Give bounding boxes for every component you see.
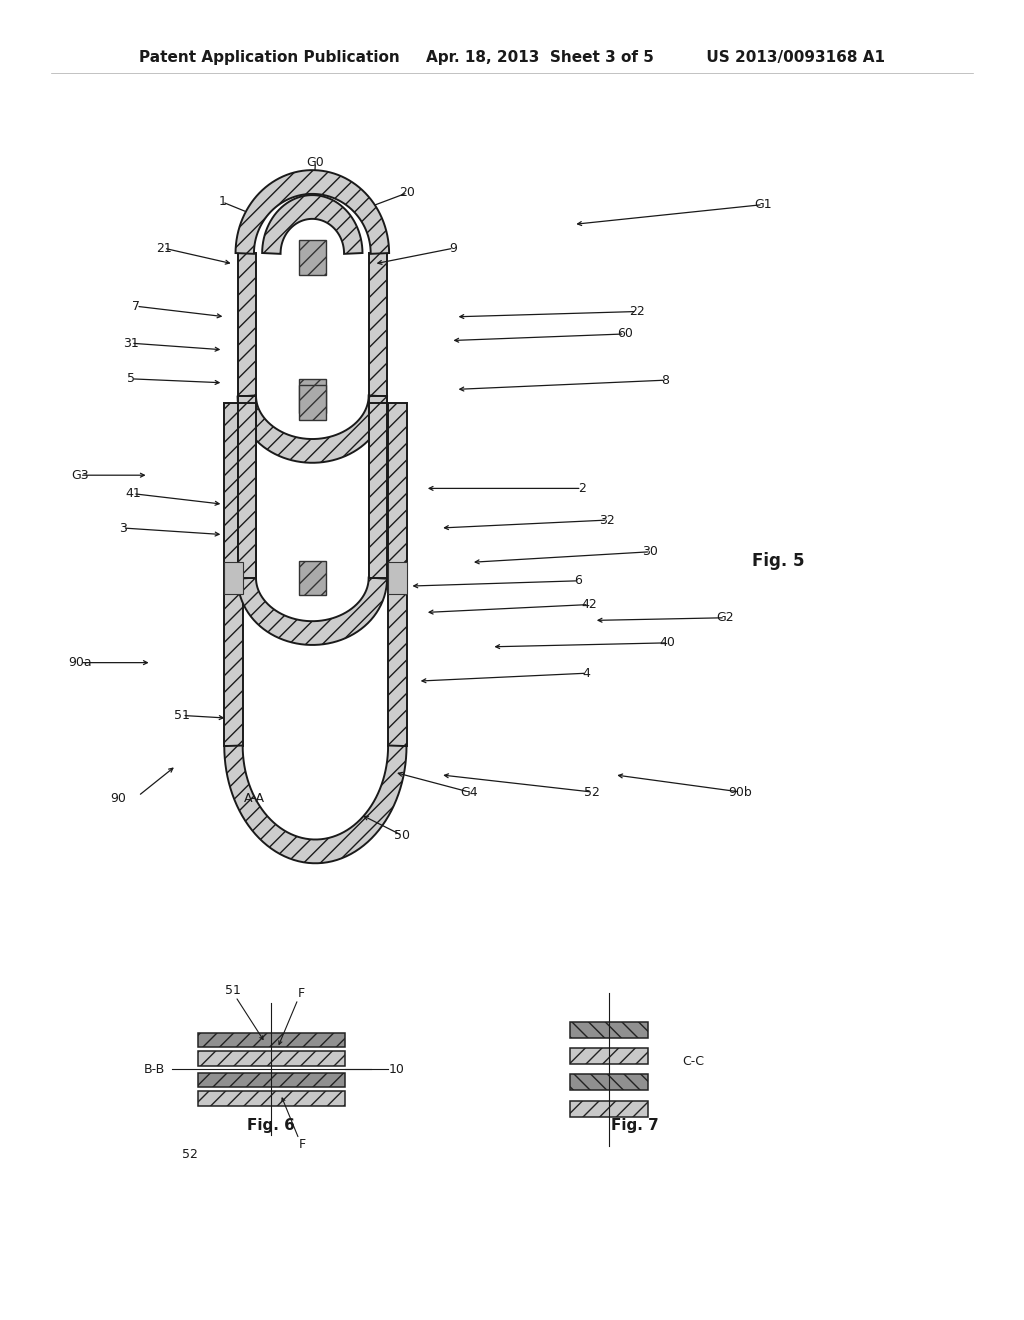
- Bar: [299, 385, 326, 420]
- Text: 90a: 90a: [68, 656, 92, 669]
- Text: G0: G0: [306, 156, 325, 169]
- Polygon shape: [238, 396, 256, 578]
- Text: 4: 4: [583, 667, 591, 680]
- Text: 32: 32: [599, 513, 615, 527]
- Text: 50: 50: [394, 829, 411, 842]
- Text: 9: 9: [450, 242, 458, 255]
- Text: 90: 90: [110, 792, 126, 805]
- Polygon shape: [369, 253, 387, 396]
- Polygon shape: [224, 403, 243, 746]
- Text: G3: G3: [71, 469, 89, 482]
- Text: 40: 40: [659, 636, 676, 649]
- Bar: [198, 1051, 345, 1067]
- Bar: [570, 1074, 648, 1090]
- Bar: [224, 562, 243, 594]
- Text: G4: G4: [460, 785, 478, 799]
- Text: Fig. 6: Fig. 6: [248, 1118, 295, 1134]
- Text: 31: 31: [123, 337, 139, 350]
- Text: 20: 20: [399, 186, 416, 199]
- Text: 41: 41: [125, 487, 141, 500]
- Text: F: F: [299, 1138, 305, 1151]
- Text: 3: 3: [119, 521, 127, 535]
- Text: 21: 21: [156, 242, 172, 255]
- Polygon shape: [238, 578, 387, 645]
- Bar: [570, 1022, 648, 1038]
- Text: G2: G2: [716, 611, 734, 624]
- Polygon shape: [388, 403, 407, 746]
- Bar: [198, 1090, 345, 1106]
- Text: 60: 60: [616, 327, 633, 341]
- Polygon shape: [236, 170, 389, 253]
- Text: 52: 52: [584, 785, 600, 799]
- Polygon shape: [369, 396, 387, 578]
- Text: C-C: C-C: [682, 1055, 705, 1068]
- Polygon shape: [262, 195, 362, 253]
- Bar: [570, 1048, 648, 1064]
- Polygon shape: [224, 746, 407, 863]
- Bar: [198, 1032, 345, 1048]
- Text: Patent Application Publication     Apr. 18, 2013  Sheet 3 of 5          US 2013/: Patent Application Publication Apr. 18, …: [139, 50, 885, 65]
- Text: G1: G1: [754, 198, 772, 211]
- Text: Fig. 7: Fig. 7: [611, 1118, 658, 1134]
- Text: F: F: [298, 987, 304, 1001]
- Bar: [299, 561, 326, 595]
- Text: 22: 22: [629, 305, 645, 318]
- Text: Fig. 5: Fig. 5: [752, 552, 805, 570]
- Text: 51: 51: [224, 983, 241, 997]
- Text: 5: 5: [127, 372, 135, 385]
- Text: 7: 7: [132, 300, 140, 313]
- Bar: [198, 1072, 345, 1088]
- Text: 90b: 90b: [728, 785, 753, 799]
- Polygon shape: [369, 403, 387, 578]
- Polygon shape: [238, 403, 256, 578]
- Text: 10: 10: [388, 1063, 404, 1076]
- Text: B-B: B-B: [144, 1063, 165, 1076]
- Bar: [570, 1101, 648, 1117]
- Bar: [388, 562, 407, 594]
- Bar: [299, 240, 326, 275]
- Text: 8: 8: [662, 374, 670, 387]
- Text: 2: 2: [578, 482, 586, 495]
- Text: A-A: A-A: [244, 792, 264, 805]
- Text: 52: 52: [181, 1148, 198, 1162]
- Text: 30: 30: [642, 545, 658, 558]
- Bar: [299, 379, 326, 413]
- Text: 51: 51: [174, 709, 190, 722]
- Text: 1: 1: [218, 195, 226, 209]
- Polygon shape: [238, 396, 387, 463]
- Polygon shape: [238, 253, 256, 396]
- Text: 6: 6: [574, 574, 583, 587]
- Text: 42: 42: [581, 598, 597, 611]
